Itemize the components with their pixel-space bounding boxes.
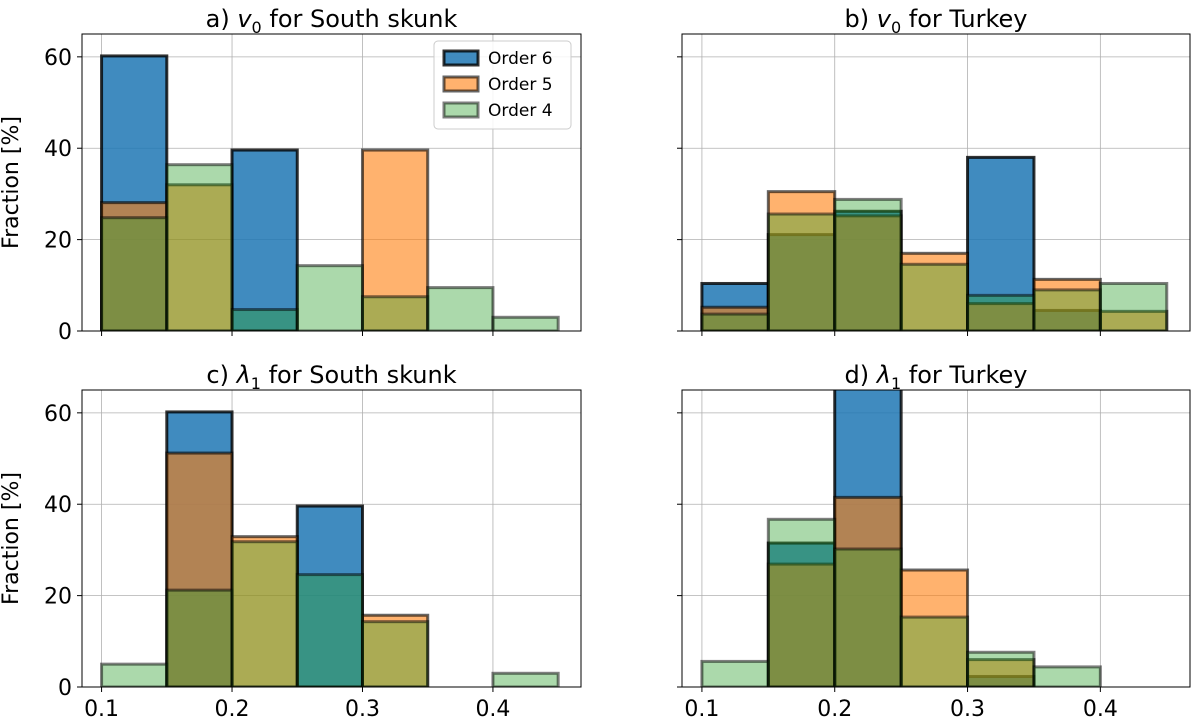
legend-item-order-6: Order 6 <box>442 49 553 69</box>
x-tick-label: 0.3 <box>950 697 985 722</box>
legend-swatch <box>442 49 480 67</box>
legend-label: Order 5 <box>488 75 553 95</box>
axes-frame <box>681 389 1191 688</box>
bar-order-4-bin-4 <box>295 573 364 687</box>
axes-frame <box>681 33 1191 332</box>
bar-order-4-bin-3 <box>833 197 903 331</box>
bar-order-4-bin-7 <box>491 315 560 331</box>
bar-order-4-bin-5 <box>966 293 1036 331</box>
y-axis-label: Fraction [%] <box>0 472 24 605</box>
bar-order-4-bin-6 <box>426 286 495 331</box>
bar-order-4-bin-4 <box>295 264 364 331</box>
bar-order-4-bin-6 <box>1032 288 1102 331</box>
axes-frame <box>81 33 582 332</box>
bar-order-4-bin-4 <box>899 615 970 687</box>
bar-order-4-bin-4 <box>899 262 970 331</box>
bar-order-5-bin-5 <box>360 148 430 331</box>
panel-a: 0 20 40 60 Fraction [%] a) v0 for South skunk… <box>0 5 582 345</box>
bar-order-6-bin-4 <box>295 504 364 687</box>
x-tick-label: 0.3 <box>345 697 380 722</box>
panel-title: b) v0 for Turkey <box>845 5 1028 37</box>
bar-order-4-bin-7 <box>1098 281 1169 331</box>
bar-order-6-bin-3 <box>230 148 299 331</box>
panel-d: 0.1 0.2 0.3 0.4 d) λ1 for Turkey <box>677 361 1191 722</box>
bar-order-5-bin-2 <box>165 183 234 331</box>
y-tick-label: 60 <box>44 46 72 71</box>
bar-order-4-bin-6 <box>1032 665 1102 687</box>
legend-swatch <box>442 75 480 93</box>
x-tick-label: 0.2 <box>215 697 250 722</box>
bar-order-4-bin-1 <box>700 312 770 331</box>
bar-order-4-bin-5 <box>360 295 430 331</box>
bar-order-6-bin-5 <box>966 155 1036 331</box>
y-tick-label: 20 <box>44 585 72 610</box>
bars <box>700 390 1102 687</box>
panel-title: d) λ1 for Turkey <box>845 361 1028 393</box>
legend-item-order-4: Order 4 <box>442 101 553 121</box>
bar-order-4-bin-2 <box>165 163 234 331</box>
x-tick-label: 0.4 <box>475 697 510 722</box>
legend: Order 6 Order 5 Order 4 <box>433 40 572 130</box>
y-tick-label: 20 <box>44 229 72 254</box>
bars <box>700 155 1169 331</box>
x-tick-label: 0.1 <box>684 697 719 722</box>
bar-order-4-bin-5 <box>360 620 430 687</box>
legend-label: Order 4 <box>488 101 553 121</box>
bar-order-4-bin-2 <box>766 517 837 687</box>
panel-c: 0.1 0.2 0.3 0.4 0 20 40 60 Fraction [%] c) λ1 for… <box>0 361 582 722</box>
y-tick-label: 60 <box>44 402 72 427</box>
panel-b: b) v0 for Turkey <box>677 5 1191 336</box>
panel-title: c) λ1 for South skunk <box>206 361 456 393</box>
bar-order-4-bin-2 <box>766 212 837 331</box>
bar-order-4-bin-2 <box>165 588 234 687</box>
bar-order-4-bin-1 <box>100 662 169 687</box>
bar-order-4-bin-7 <box>491 671 560 687</box>
y-tick-label: 40 <box>44 137 72 162</box>
bar-order-4-bin-3 <box>230 540 299 687</box>
bar-order-5-bin-1 <box>100 201 169 331</box>
legend-label: Order 6 <box>488 49 553 69</box>
bars <box>100 54 560 331</box>
panel-title: a) v0 for South skunk <box>206 5 458 37</box>
bar-order-4-bin-1 <box>100 216 169 331</box>
bar-order-4-bin-5 <box>966 650 1036 687</box>
bar-order-4-bin-1 <box>700 659 770 687</box>
y-axis-label: Fraction [%] <box>0 116 24 249</box>
legend-swatch <box>442 101 480 119</box>
legend-item-order-5: Order 5 <box>442 75 553 95</box>
y-tick-label: 0 <box>58 676 72 701</box>
x-tick-label: 0.4 <box>1083 697 1118 722</box>
x-tick-label: 0.2 <box>817 697 852 722</box>
y-tick-label: 40 <box>44 493 72 518</box>
axes-frame <box>81 389 582 688</box>
x-tick-label: 0.1 <box>84 697 119 722</box>
bar-order-4-bin-3 <box>230 308 299 331</box>
y-tick-label: 0 <box>58 320 72 345</box>
bar-order-4-bin-3 <box>833 547 903 687</box>
bars <box>100 410 560 687</box>
